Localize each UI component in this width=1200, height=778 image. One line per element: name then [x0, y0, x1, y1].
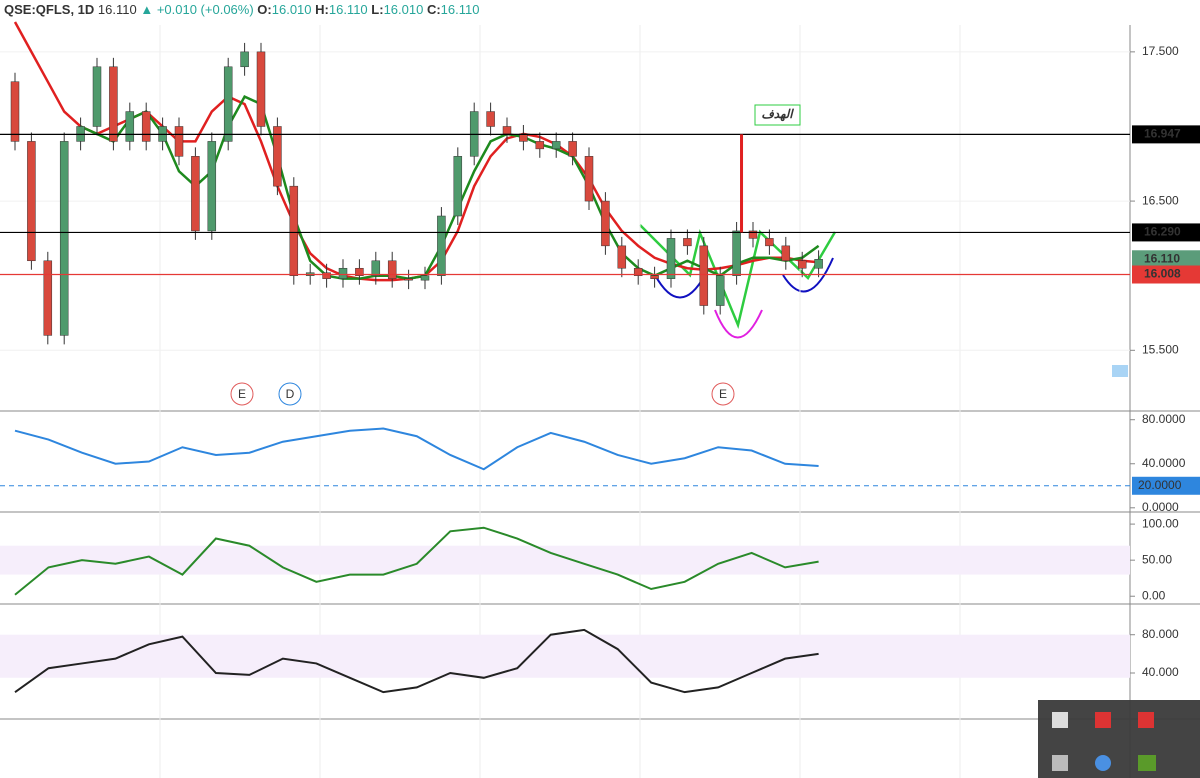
candle-body	[584, 156, 594, 202]
candle-body	[666, 238, 676, 279]
profile-shade	[1112, 365, 1128, 377]
event-marker	[278, 382, 302, 406]
candle-body	[420, 275, 430, 281]
candle-body	[502, 126, 512, 135]
event-marker	[711, 382, 735, 406]
candle-body	[814, 259, 823, 269]
candle-body	[715, 275, 725, 306]
y-tick-label: 16.500	[1142, 193, 1179, 207]
ohlc-value: 16.110	[329, 2, 368, 17]
candle-body	[59, 141, 69, 336]
event-label: D	[286, 387, 295, 401]
y-tick-label: 50.00	[1142, 552, 1172, 566]
last: 16.110	[98, 2, 137, 17]
candle-body	[322, 272, 331, 279]
candle-body	[486, 111, 495, 127]
candle-body	[125, 111, 135, 142]
candle-body	[633, 267, 643, 276]
candle-body	[256, 51, 266, 127]
candle-body	[174, 126, 184, 157]
ohlc-value: 16.110	[441, 2, 480, 17]
y-tick-label: 40.0000	[1142, 456, 1186, 470]
candle-body	[371, 260, 381, 276]
candle-body	[387, 260, 397, 279]
taskbar	[1038, 700, 1200, 778]
candle-body	[404, 278, 413, 281]
candle-body	[453, 156, 463, 217]
candle-body	[437, 215, 446, 276]
candle-body	[732, 230, 741, 276]
candle-body	[355, 267, 364, 276]
ohlc-key: H:	[315, 2, 329, 17]
candle-body	[191, 156, 200, 232]
candle-body	[92, 66, 102, 127]
candle-body	[223, 66, 233, 142]
y-tick-label: 15.500	[1142, 342, 1179, 356]
candle-body	[207, 141, 217, 232]
candle-body	[797, 260, 807, 269]
candle-body	[765, 238, 774, 247]
candle-body	[338, 267, 348, 279]
change: ▲ +0.010 (+0.06%)	[140, 2, 253, 17]
level-badge-label: 20.0000	[1138, 478, 1182, 492]
candle-body	[551, 141, 561, 150]
candle-body	[617, 245, 627, 269]
candle-body	[141, 111, 151, 142]
candle-body	[240, 51, 249, 68]
candle-body	[10, 81, 20, 142]
price-badge	[1132, 250, 1200, 269]
ohlc-key: O:	[257, 2, 271, 17]
y-tick-label: 17.500	[1142, 44, 1179, 58]
indicator-line	[14, 628, 819, 694]
y-tick-label: 80.0000	[1142, 412, 1186, 426]
band	[0, 545, 1130, 575]
indicator-line	[14, 427, 819, 471]
event-marker	[230, 382, 254, 406]
price-badge	[1132, 265, 1200, 284]
candle-body	[109, 66, 118, 142]
annotation-box	[754, 104, 801, 126]
ohlc-key: L:	[371, 2, 383, 17]
event-label: E	[238, 387, 246, 401]
level-badge	[1132, 476, 1200, 495]
candle-body	[683, 238, 692, 247]
symbol: QSE:QFLS, 1D	[4, 2, 94, 17]
header: QSE:QFLS, 1D 16.110 ▲ +0.010 (+0.06%) O:…	[4, 2, 479, 17]
y-tick-label: 0.0000	[1142, 500, 1179, 514]
ohlc-value: 16.010	[272, 2, 312, 17]
candle-body	[535, 141, 545, 150]
candle-body	[43, 260, 53, 336]
y-tick-label: 80.000	[1142, 627, 1179, 641]
annotation: الهدف	[761, 107, 794, 122]
event-label: E	[719, 387, 727, 401]
candle-body	[748, 230, 758, 239]
y-tick-label: 40.000	[1142, 665, 1179, 679]
price-badge-label: 16.110	[1144, 251, 1180, 265]
candle-body	[519, 133, 528, 142]
candle-body	[699, 245, 709, 306]
candle-body	[273, 126, 282, 187]
ohlc-key: C:	[427, 2, 441, 17]
candle-body	[289, 185, 299, 276]
y-tick-label: 100.00	[1142, 516, 1179, 530]
band	[0, 634, 1130, 678]
ohlc-value: 16.010	[384, 2, 424, 17]
candle-body	[27, 141, 36, 262]
candle-body	[601, 200, 610, 247]
candle-body	[781, 245, 791, 262]
indicator-line	[14, 526, 819, 596]
price-badge	[1132, 223, 1200, 242]
price-badge-label: 16.290	[1144, 225, 1181, 239]
price-badge-label: 16.008	[1144, 267, 1181, 281]
moving-average	[80, 95, 820, 280]
price-badge-label: 16.947	[1144, 127, 1181, 141]
candle-body	[568, 141, 577, 157]
y-tick-label: 0.00	[1142, 588, 1166, 602]
frame	[0, 25, 1200, 778]
candle-body	[650, 275, 659, 279]
price-badge	[1132, 125, 1200, 144]
